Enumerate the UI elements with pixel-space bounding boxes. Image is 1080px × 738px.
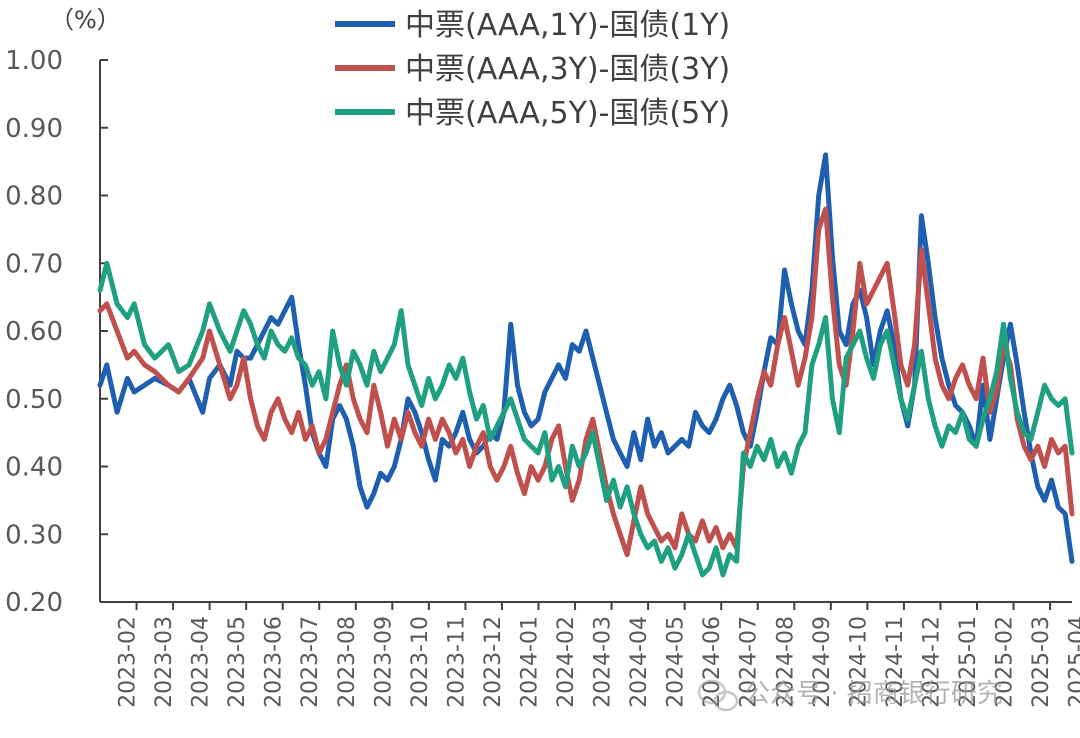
x-tick-label: 2024-08 — [773, 616, 798, 708]
series-group — [97, 152, 1075, 578]
series-line-2 — [97, 206, 1075, 558]
legend: 中票(AAA,1Y)-国债(1Y) 中票(AAA,3Y)-国债(3Y) 中票(AAA… — [335, 8, 730, 131]
x-tick-label: 2023-07 — [298, 616, 323, 708]
x-tick-label: 2024-01 — [517, 616, 542, 708]
x-tick-label: 2025-04 — [1066, 616, 1080, 708]
x-tick-label: 2024-04 — [627, 616, 652, 708]
y-axis: 0.20 0.30 0.40 0.50 0.60 0.70 0.80 0.90 1.00 — [5, 46, 108, 618]
y-tick-label: 0.30 — [5, 520, 63, 550]
y-tick-label: 0.90 — [5, 114, 63, 144]
y-tick-label: 1.00 — [5, 46, 63, 76]
y-tick-label: 0.20 — [5, 588, 63, 618]
x-axis: 2023-02 2023-03 2023-04 2023-05 2023-06 2023-… — [100, 601, 1080, 708]
x-tick-label: 2025-02 — [993, 616, 1018, 708]
y-tick-label: 0.40 — [5, 453, 63, 483]
x-tick-label: 2023-11 — [444, 616, 469, 708]
x-tick-label: 2023-02 — [116, 616, 141, 708]
x-tick-label: 2023-05 — [225, 616, 250, 708]
watermark: 公众号 · 招商银行研究 — [697, 679, 1003, 712]
x-tick-label: 2024-06 — [700, 616, 725, 708]
x-tick-label: 2024-12 — [919, 616, 944, 708]
x-tick-label: 2024-09 — [810, 616, 835, 708]
wechat-icon — [697, 679, 739, 712]
y-unit-label: （%） — [50, 6, 121, 34]
y-tick-label: 0.80 — [5, 182, 63, 212]
series-line-3 — [97, 260, 1075, 578]
legend-label-3: 中票(AAA,5Y)-国债(5Y) — [405, 96, 730, 131]
x-tick-label: 2024-03 — [591, 616, 616, 708]
watermark-text: 公众号 · 招商银行研究 — [744, 679, 1003, 709]
y-tick-label: 0.50 — [5, 385, 63, 415]
x-tick-label: 2024-07 — [737, 616, 762, 708]
x-tick-label: 2024-10 — [846, 616, 871, 708]
x-tick-label: 2023-09 — [371, 616, 396, 708]
x-tick-label: 2025-01 — [956, 616, 981, 708]
x-tick-label: 2023-12 — [481, 616, 506, 708]
x-tick-label: 2023-03 — [152, 616, 177, 708]
x-tick-label: 2024-02 — [554, 616, 579, 708]
y-tick-label: 0.70 — [5, 249, 63, 279]
x-tick-label: 2024-05 — [664, 616, 689, 708]
x-tick-label: 2025-03 — [1029, 616, 1054, 708]
x-tick-label: 2023-04 — [189, 616, 214, 708]
x-tick-label: 2023-10 — [408, 616, 433, 708]
legend-label-1: 中票(AAA,1Y)-国债(1Y) — [405, 8, 730, 43]
x-tick-label: 2024-11 — [883, 616, 908, 708]
x-tick-label: 2023-06 — [262, 616, 287, 708]
x-tick-label: 2023-08 — [335, 616, 360, 708]
y-tick-label: 0.60 — [5, 317, 63, 347]
legend-label-2: 中票(AAA,3Y)-国债(3Y) — [405, 52, 730, 87]
